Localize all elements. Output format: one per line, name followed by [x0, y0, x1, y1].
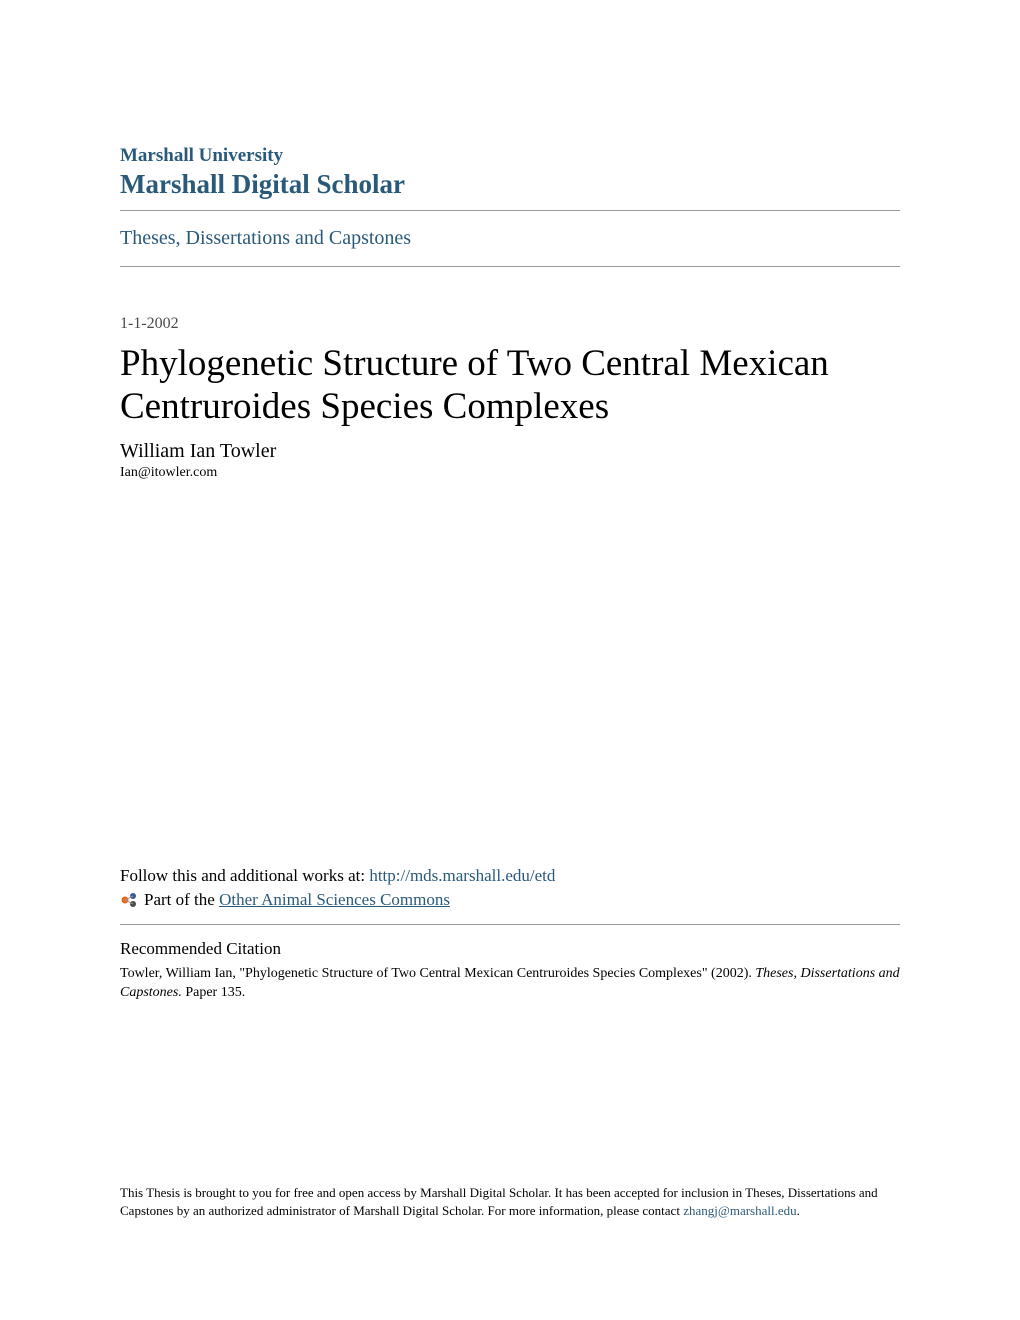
repository-name[interactable]: Marshall Digital Scholar	[120, 169, 900, 200]
citation-paper-num: Paper 135.	[182, 985, 245, 1000]
follow-url-link[interactable]: http://mds.marshall.edu/etd	[369, 866, 555, 885]
footer-notice: This Thesis is brought to you for free a…	[120, 1184, 900, 1220]
network-icon	[120, 891, 138, 909]
part-of-prefix: Part of the	[144, 890, 219, 909]
divider	[120, 924, 900, 925]
citation-author-part: Towler, William Ian, "Phylogenetic Struc…	[120, 966, 755, 981]
footer-suffix: .	[797, 1203, 800, 1218]
paper-title: Phylogenetic Structure of Two Central Me…	[120, 343, 900, 428]
part-of-line: Part of the Other Animal Sciences Common…	[120, 890, 900, 910]
follow-section: Follow this and additional works at: htt…	[120, 866, 900, 1003]
collection-link[interactable]: Theses, Dissertations and Capstones	[120, 211, 900, 266]
author-email: Ian@itowler.com	[120, 465, 900, 481]
follow-prefix: Follow this and additional works at:	[120, 866, 369, 885]
university-name[interactable]: Marshall University	[120, 145, 900, 167]
publication-date: 1-1-2002	[120, 315, 900, 333]
paper-metadata: 1-1-2002 Phylogenetic Structure of Two C…	[120, 315, 900, 481]
citation-text: Towler, William Ian, "Phylogenetic Struc…	[120, 965, 900, 1003]
contact-email-link[interactable]: zhangj@marshall.edu	[683, 1203, 796, 1218]
citation-heading: Recommended Citation	[120, 939, 900, 959]
header-block: Marshall University Marshall Digital Sch…	[120, 145, 900, 267]
divider	[120, 266, 900, 267]
commons-link[interactable]: Other Animal Sciences Commons	[219, 890, 450, 909]
author-name: William Ian Towler	[120, 440, 900, 463]
